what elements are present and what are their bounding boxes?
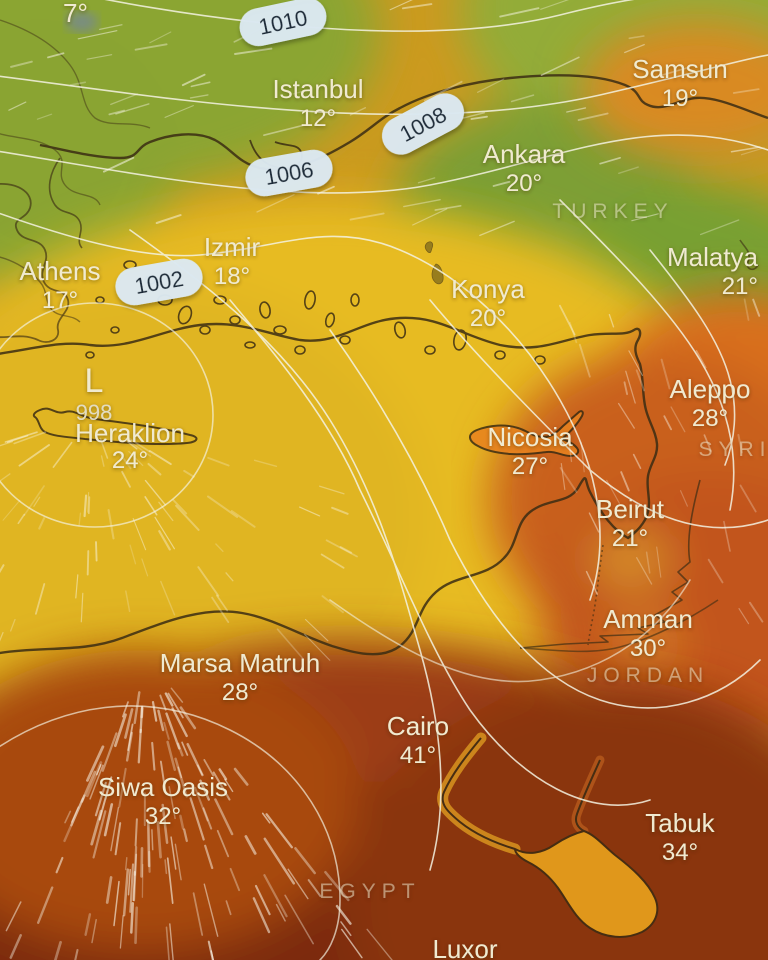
svg-text:TURKEY: TURKEY: [552, 200, 673, 223]
svg-text:Marsa Matruh: Marsa Matruh: [160, 648, 320, 678]
svg-text:SYRIA: SYRIA: [698, 438, 768, 461]
svg-text:Heraklion: Heraklion: [75, 418, 185, 448]
svg-text:EGYPT: EGYPT: [319, 880, 420, 903]
svg-text:28°: 28°: [692, 405, 728, 432]
svg-text:20°: 20°: [506, 170, 542, 197]
svg-text:Aleppo: Aleppo: [670, 374, 751, 404]
svg-text:41°: 41°: [400, 742, 436, 769]
svg-text:Nicosia: Nicosia: [487, 422, 573, 452]
svg-text:18°: 18°: [214, 263, 250, 290]
svg-text:Siwa Oasis: Siwa Oasis: [98, 772, 228, 802]
svg-text:Beirut: Beirut: [596, 494, 665, 524]
svg-text:28°: 28°: [222, 679, 258, 706]
svg-text:Cairo: Cairo: [387, 711, 449, 741]
svg-text:Samsun: Samsun: [632, 54, 727, 84]
svg-text:20°: 20°: [470, 305, 506, 332]
svg-text:Izmir: Izmir: [204, 232, 261, 262]
svg-text:30°: 30°: [630, 635, 666, 662]
svg-text:Athens: Athens: [20, 256, 101, 286]
svg-text:17°: 17°: [42, 287, 78, 314]
svg-text:19°: 19°: [662, 85, 698, 112]
svg-text:Istanbul: Istanbul: [272, 74, 363, 104]
svg-text:34°: 34°: [662, 839, 698, 866]
svg-text:Tabuk: Tabuk: [645, 808, 715, 838]
svg-text:12°: 12°: [300, 105, 336, 132]
svg-text:Konya: Konya: [451, 274, 525, 304]
svg-text:L: L: [85, 362, 104, 400]
svg-text:JORDAN: JORDAN: [587, 664, 709, 687]
svg-text:32°: 32°: [145, 803, 181, 830]
svg-text:24°: 24°: [112, 447, 148, 474]
svg-text:21°: 21°: [722, 273, 758, 300]
svg-text:7°: 7°: [63, 0, 88, 28]
svg-text:Ankara: Ankara: [483, 139, 566, 169]
svg-text:Amman: Amman: [603, 604, 693, 634]
svg-text:27°: 27°: [512, 453, 548, 480]
svg-text:Luxor: Luxor: [432, 934, 497, 960]
svg-text:21°: 21°: [612, 525, 648, 552]
svg-text:Malatya: Malatya: [667, 242, 759, 272]
